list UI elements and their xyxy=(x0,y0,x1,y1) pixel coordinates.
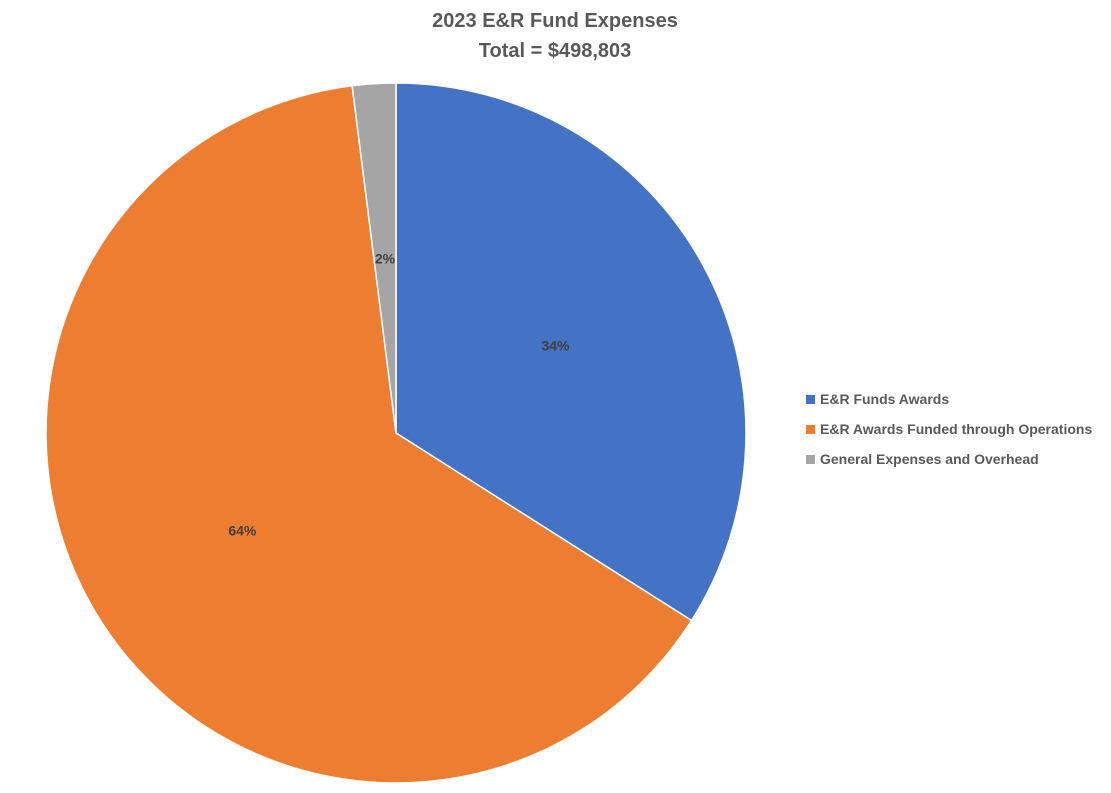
legend-label-2: E&R Awards Funded through Operations xyxy=(820,421,1092,437)
data-label-1: 34% xyxy=(541,337,570,353)
pie-slice-2 xyxy=(45,84,693,784)
legend-swatch-1 xyxy=(806,395,815,404)
legend-swatch-3 xyxy=(806,455,815,464)
pie-slice-3 xyxy=(351,82,397,434)
data-labels: 34% 64% 2% xyxy=(228,250,570,538)
pie-slices xyxy=(45,82,747,784)
legend: E&R Funds Awards E&R Awards Funded throug… xyxy=(806,391,1092,467)
legend-label-1: E&R Funds Awards xyxy=(820,391,949,407)
chart-subtitle: Total = $498,803 xyxy=(479,40,632,62)
pie-slice-1 xyxy=(395,82,747,622)
data-label-3: 2% xyxy=(375,250,396,266)
data-label-2: 64% xyxy=(228,523,257,539)
legend-swatch-2 xyxy=(806,425,815,434)
chart-title: 2023 E&R Fund Expenses xyxy=(432,10,678,32)
legend-label-3: General Expenses and Overhead xyxy=(820,451,1039,467)
